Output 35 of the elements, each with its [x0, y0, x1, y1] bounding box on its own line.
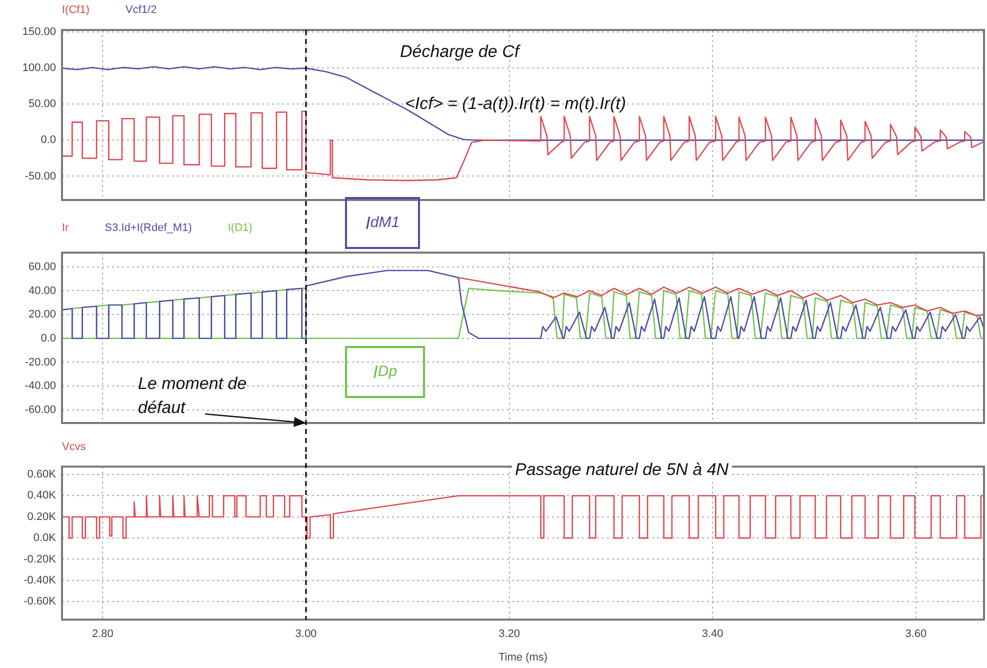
x-tick-label: 3.60	[905, 628, 927, 640]
y-tick-label: 150.00	[22, 26, 56, 38]
y-tick-label: 0.20K	[27, 510, 57, 523]
x-axis-title: Time (ms)	[498, 651, 548, 664]
y-tick-label: -50.00	[24, 170, 56, 182]
y-tick-label: 0.0	[40, 134, 56, 146]
x-tick-label: 3.40	[702, 628, 724, 640]
x-tick-label: 3.00	[295, 628, 317, 640]
annotation: Décharge de Cf	[400, 41, 520, 63]
text: S3.Id+I(Rdef_M1)	[104, 222, 192, 234]
y-tick-label: 20.00	[28, 308, 56, 321]
y-tick-label: 60.00	[28, 260, 56, 273]
x-tick-label: 2.80	[92, 628, 114, 640]
annotation: <Icf> = (1-a(t)).Ir(t) = m(t).Ir(t)	[405, 93, 626, 115]
y-tick-label: -0.20K	[24, 553, 57, 566]
y-tick-label: -0.40K	[24, 574, 57, 586]
y-tick-label: 40.00	[28, 284, 56, 297]
y-tick-label: 0.0	[40, 332, 56, 344]
y-tick-label: 100.00	[22, 62, 56, 74]
y-tick-label: -20.00	[24, 356, 56, 368]
text: Ir	[62, 222, 69, 234]
y-tick-label: 0.40K	[27, 490, 57, 502]
text: I(D1)	[228, 222, 252, 234]
text: I(Cf1)	[62, 4, 90, 16]
y-tick-label: 0.60K	[27, 468, 57, 481]
text: Vcvs	[62, 441, 86, 453]
x-tick-label: 3.20	[498, 628, 520, 640]
y-tick-label: 50.00	[28, 98, 56, 110]
annotation: Passage naturel de 5N à 4N	[512, 458, 732, 482]
y-tick-label: -40.00	[24, 380, 56, 392]
y-tick-label: -60.00	[24, 404, 56, 416]
text: Vcf1/2	[126, 4, 157, 16]
y-tick-label: -0.60K	[24, 596, 57, 608]
annotation: Le moment de défaut	[138, 373, 248, 419]
y-tick-label: 0.0K	[33, 532, 57, 544]
